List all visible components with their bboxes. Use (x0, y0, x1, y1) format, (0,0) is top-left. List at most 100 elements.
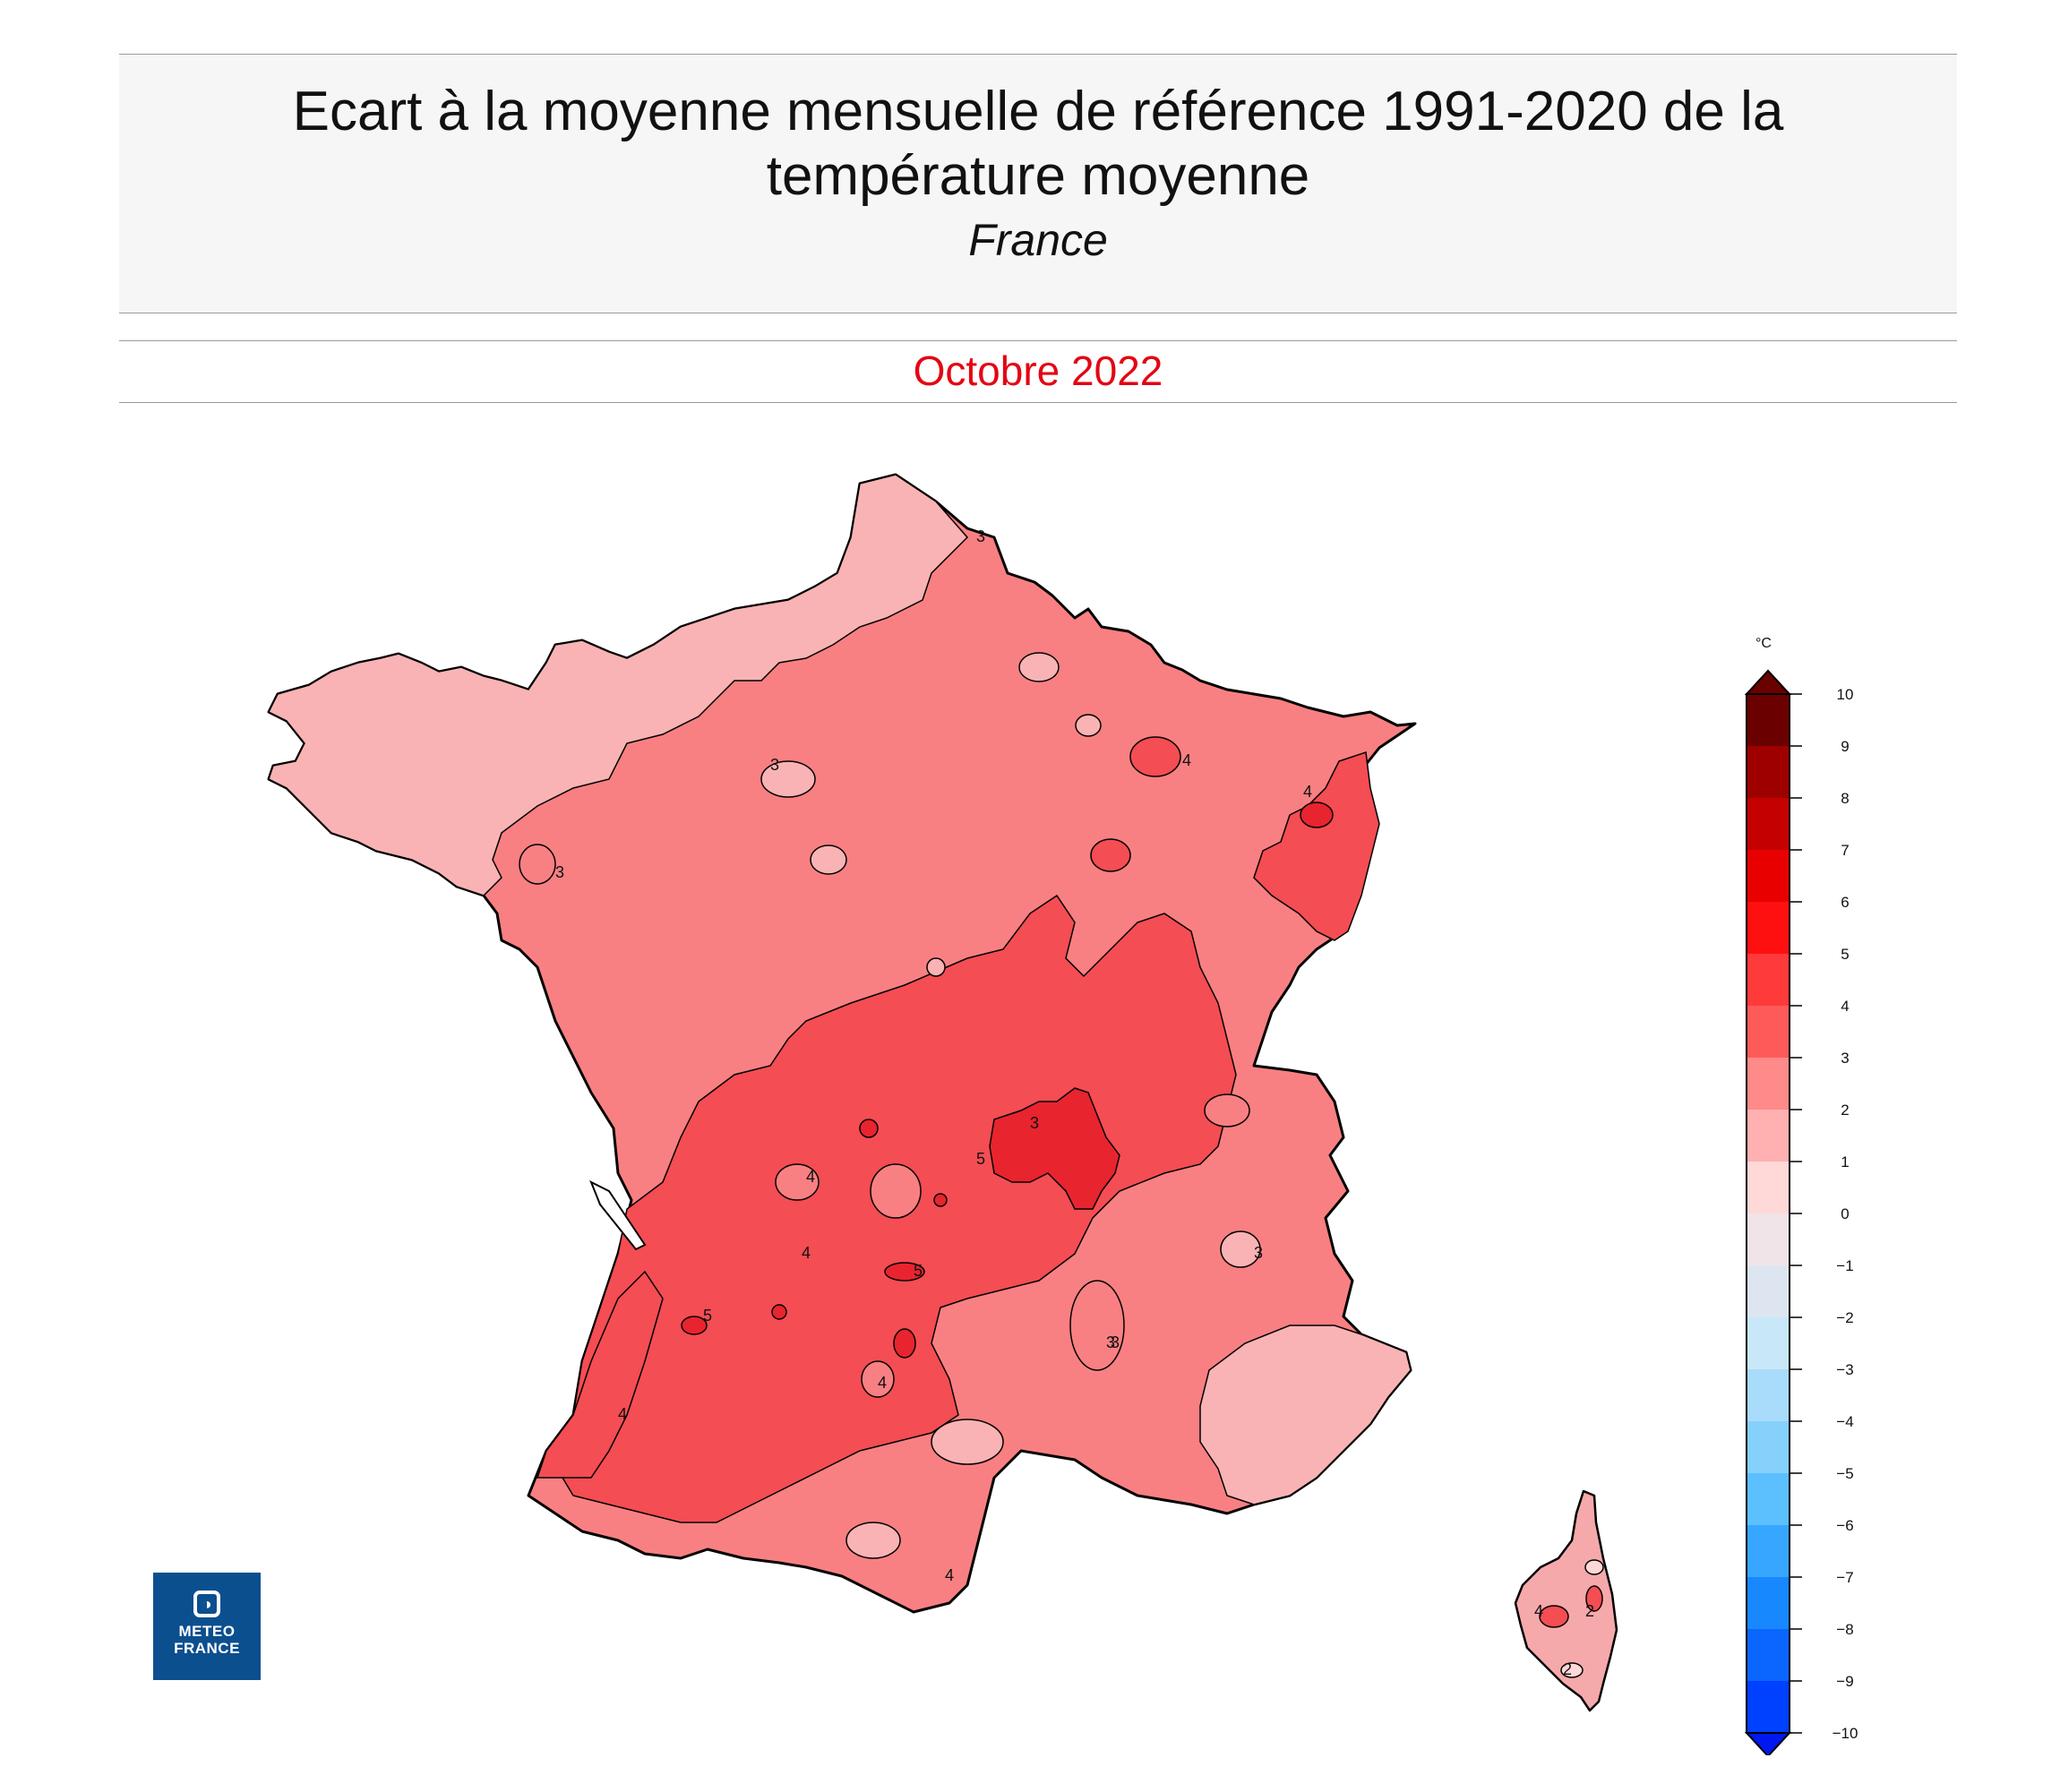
legend-tick-label: −8 (1836, 1621, 1853, 1638)
legend-color-step (1747, 694, 1790, 746)
legend-color-step (1747, 1213, 1790, 1265)
contour-label: 3 (1254, 1244, 1263, 1262)
logo-line-1: METEO (178, 1623, 236, 1640)
contour-label: 5 (914, 1262, 923, 1280)
meteo-france-symbol: ◑ (193, 1591, 220, 1617)
legend-tick-label: 3 (1841, 1050, 1849, 1067)
zone-5-6-central (989, 1087, 1120, 1210)
contour-label: 4 (806, 1168, 815, 1186)
contour-label: 4 (802, 1244, 811, 1262)
contour-label: 5 (703, 1307, 712, 1325)
title-panel: Ecart à la moyenne mensuelle de référenc… (119, 54, 1957, 313)
legend-tick-label: −7 (1836, 1569, 1853, 1586)
contour-label: 3 (555, 863, 564, 881)
hot-blob (933, 1193, 948, 1207)
cool-patch (810, 845, 847, 875)
legend-color-step (1747, 1421, 1790, 1473)
cool-patch (775, 1163, 820, 1201)
cool-patch (1069, 1280, 1125, 1371)
legend-tick-label: 1 (1841, 1153, 1849, 1170)
hot-blob (681, 1316, 708, 1335)
cool-patch (926, 957, 946, 977)
legend-color-step (1747, 1577, 1790, 1629)
logo-line-2: FRANCE (174, 1640, 240, 1657)
contour-label: 4 (618, 1405, 627, 1423)
hot-blob (893, 1328, 916, 1359)
legend-tick-label: −9 (1836, 1673, 1853, 1690)
corsica-hot-patch (1585, 1585, 1603, 1612)
legend-color-step (1747, 1317, 1790, 1369)
legend-tick-label: −6 (1836, 1517, 1853, 1534)
legend-color-step (1747, 1525, 1790, 1577)
zone-4-5-southwest (536, 1270, 664, 1479)
meteo-france-logo: ◑ METEO FRANCE (153, 1573, 261, 1680)
contour-label: 3 (1030, 1114, 1039, 1132)
legend-tick-label: 9 (1841, 738, 1849, 755)
cool-patch (1090, 838, 1131, 872)
hot-blob (859, 1119, 879, 1138)
corsica-hot-patch (1539, 1605, 1569, 1628)
contour-label: 4 (878, 1374, 887, 1392)
legend-tick-label: 0 (1841, 1205, 1849, 1222)
contour-label: 4 (1534, 1602, 1543, 1620)
contour-label: 3 (1111, 1333, 1120, 1351)
contour-label: 4 (1303, 783, 1312, 801)
contour-label: 3 (770, 756, 779, 774)
cool-patch (870, 1163, 922, 1219)
legend-tick-label: 10 (1837, 686, 1854, 703)
legend-color-step (1747, 850, 1790, 902)
cool-patch (861, 1360, 895, 1398)
corsica-cool-patch (1584, 1559, 1604, 1575)
legend-tick-label: 6 (1841, 894, 1849, 911)
hot-blob (1300, 802, 1334, 828)
cool-patch (845, 1522, 901, 1559)
corsica-cool-patch (1560, 1662, 1584, 1678)
zone-2-3-brittany (267, 474, 969, 896)
cool-patch (1018, 652, 1060, 682)
color-scale-legend: °C 10 9 8 7 6 5 4 3 2 1 0 −1 −2 −3 −4 −5 −6 −7 −8 −9 −10 (1729, 627, 1890, 1764)
legend-tick-label: 5 (1841, 946, 1849, 963)
legend-color-step (1747, 1058, 1790, 1110)
legend-color-step (1747, 1369, 1790, 1421)
legend-color-step (1747, 1162, 1790, 1213)
cool-patch (1129, 736, 1181, 777)
period-label: Octobre 2022 (119, 340, 1957, 403)
legend-tick-label: −1 (1836, 1257, 1853, 1274)
contour-label: 2 (1563, 1660, 1572, 1678)
legend-tick-label: 4 (1841, 998, 1849, 1015)
legend-color-step (1747, 1110, 1790, 1162)
contour-labels: 3 3 3 3 3 4 4 4 4 4 5 5 5 4 4 3 3 (555, 527, 1312, 1584)
legend-tick-label: −3 (1836, 1361, 1853, 1378)
cool-patch (519, 844, 556, 885)
hot-blob (771, 1304, 787, 1320)
legend-tick-label: 8 (1841, 790, 1849, 807)
legend-tick-label: −4 (1836, 1413, 1853, 1430)
contour-label: 4 (1182, 751, 1191, 769)
legend-color-step (1747, 902, 1790, 954)
legend-color-step (1747, 1629, 1790, 1681)
contour-label: 4 (945, 1566, 954, 1584)
hot-blob (884, 1262, 925, 1282)
cool-patch (1220, 1230, 1261, 1268)
map-title: Ecart à la moyenne mensuelle de référenc… (292, 81, 1784, 207)
cool-patch (1204, 1093, 1250, 1128)
contour-label: 5 (976, 1150, 985, 1168)
legend-tick-label: −10 (1833, 1725, 1858, 1742)
zone-2-3-southeast (1199, 1325, 1412, 1505)
legend-color-step (1747, 798, 1790, 850)
legend-tick-label: −5 (1836, 1465, 1853, 1482)
contour-label: 3 (976, 527, 985, 545)
legend-color-step (1747, 954, 1790, 1006)
cool-patch (1075, 714, 1102, 737)
corsica (1514, 1489, 1618, 1712)
legend-color-step (1747, 1265, 1790, 1317)
cool-patch (931, 1419, 1004, 1465)
legend-color-step (1747, 1473, 1790, 1525)
contour-label: 2 (1585, 1602, 1594, 1620)
legend-arrow-top (1744, 669, 1792, 695)
legend-arrow-bottom (1744, 1732, 1792, 1755)
gironde-estuary (589, 1179, 647, 1251)
legend-color-step (1747, 1681, 1790, 1733)
